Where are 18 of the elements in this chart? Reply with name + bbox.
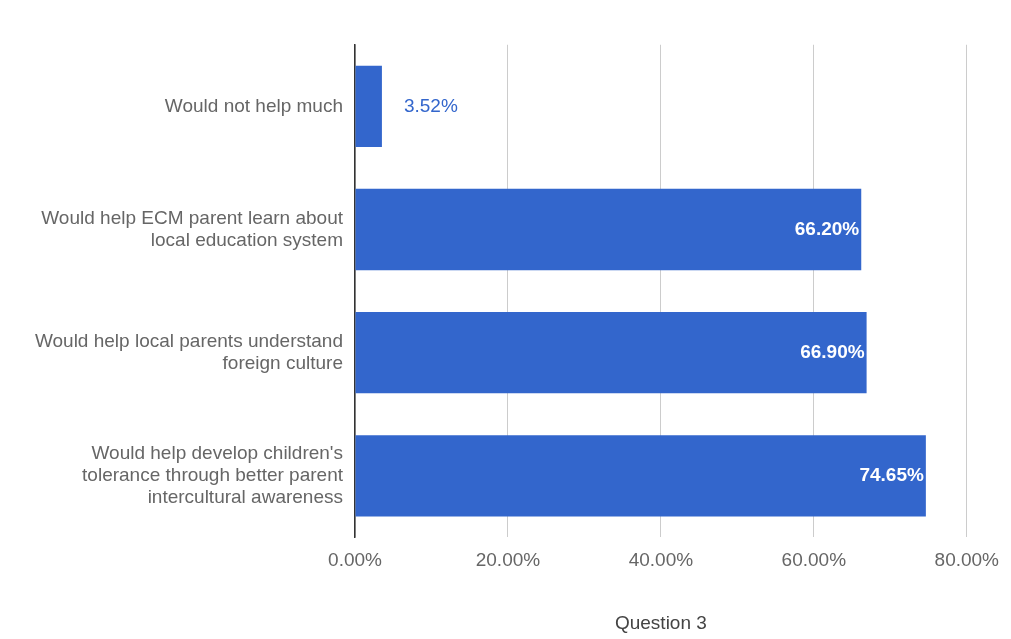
y-tick-label: Would not help much xyxy=(164,94,343,116)
x-tick-label: 80.00% xyxy=(934,549,1000,571)
y-tick-label: Would help develop children's tolerance through better parent intercultural awareness xyxy=(82,442,344,507)
x-tick-label: 0.00% xyxy=(328,549,383,571)
y-tick-label: Would help ECM parent learn about local education system xyxy=(41,206,344,250)
bar xyxy=(355,435,926,517)
bar xyxy=(355,188,862,271)
x-tick-label: 60.00% xyxy=(781,549,847,571)
data-label: 66.20% xyxy=(794,217,860,239)
x-axis-title: Question 3 xyxy=(614,611,707,633)
bar xyxy=(355,65,382,147)
x-tick-label: 20.00% xyxy=(475,549,541,571)
y-tick-label: Would help local parents understand foreign culture xyxy=(34,329,343,373)
x-tick-label: 40.00% xyxy=(628,549,694,571)
data-label: 3.52% xyxy=(403,94,458,116)
data-label: 74.65% xyxy=(859,464,924,486)
bar xyxy=(355,312,867,394)
data-label: 66.90% xyxy=(800,340,865,362)
